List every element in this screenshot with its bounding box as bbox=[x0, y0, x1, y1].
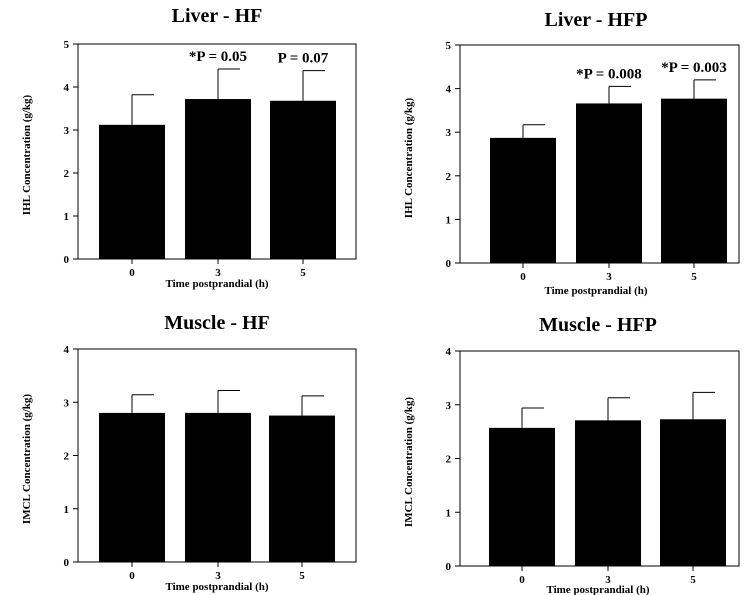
y-axis-label: IMCL Concentration (g/kg) bbox=[21, 394, 33, 525]
x-tick-label: 3 bbox=[606, 271, 612, 283]
bar bbox=[185, 412, 251, 562]
panel-muscle-hfp: Muscle - HFP IMCL Concentration (g/kg) T… bbox=[403, 314, 740, 595]
bar bbox=[661, 98, 727, 264]
x-tick-label: 0 bbox=[519, 574, 525, 586]
y-axis-label: IMCL Concentration (g/kg) bbox=[403, 397, 415, 528]
y-tick-label: 0 bbox=[446, 258, 452, 270]
panel-title: Liver - HF bbox=[172, 5, 263, 27]
x-tick-label: 0 bbox=[129, 267, 135, 279]
y-tick-label: 0 bbox=[446, 561, 452, 573]
bar bbox=[99, 412, 165, 562]
x-axis-label: Time postprandial (h) bbox=[546, 584, 649, 595]
y-tick-label: 3 bbox=[446, 400, 452, 412]
panel-title: Liver - HFP bbox=[545, 9, 648, 31]
panel-liver-hf: Liver - HF IHL Concentration (g/kg) Time… bbox=[21, 5, 357, 290]
bar bbox=[575, 420, 641, 566]
panel-title: Muscle - HFP bbox=[539, 314, 657, 336]
y-tick-label: 4 bbox=[64, 344, 70, 356]
significance-label: P = 0.07 bbox=[278, 51, 329, 67]
y-tick-label: 4 bbox=[446, 346, 452, 358]
x-tick-label: 3 bbox=[215, 570, 221, 582]
significance-label: *P = 0.05 bbox=[189, 49, 247, 65]
y-tick-label: 2 bbox=[64, 451, 70, 463]
y-tick-label: 1 bbox=[64, 211, 70, 223]
bar bbox=[489, 427, 555, 566]
significance-label: *P = 0.003 bbox=[661, 60, 727, 76]
y-tick-label: 0 bbox=[64, 557, 70, 569]
y-tick-label: 3 bbox=[64, 125, 70, 137]
y-tick-label: 1 bbox=[446, 507, 452, 519]
y-tick-label: 5 bbox=[64, 39, 70, 51]
x-tick-label: 5 bbox=[299, 570, 305, 582]
significance-label: *P = 0.008 bbox=[576, 66, 642, 82]
y-tick-label: 2 bbox=[64, 168, 70, 180]
y-tick-label: 2 bbox=[446, 454, 452, 466]
y-tick-label: 3 bbox=[64, 397, 70, 409]
bar bbox=[99, 124, 165, 259]
bar bbox=[269, 415, 335, 562]
x-tick-label: 3 bbox=[215, 267, 221, 279]
bar bbox=[270, 100, 336, 259]
y-tick-label: 1 bbox=[446, 214, 452, 226]
x-axis-label: Time postprandial (h) bbox=[165, 581, 268, 593]
x-tick-label: 3 bbox=[605, 574, 611, 586]
y-tick-label: 1 bbox=[64, 504, 70, 516]
x-tick-label: 5 bbox=[300, 267, 306, 279]
x-tick-label: 5 bbox=[690, 574, 696, 586]
y-axis-label: IHL Concentration (g/kg) bbox=[21, 94, 33, 215]
bar bbox=[490, 137, 556, 263]
panel-muscle-hf: Muscle - HF IMCL Concentration (g/kg) Ti… bbox=[21, 312, 357, 593]
y-tick-label: 4 bbox=[446, 84, 452, 96]
x-tick-label: 5 bbox=[691, 271, 697, 283]
x-tick-label: 0 bbox=[520, 271, 526, 283]
panel-title: Muscle - HF bbox=[164, 312, 270, 334]
y-tick-label: 3 bbox=[446, 127, 452, 139]
panel-liver-hfp: Liver - HFP IHL Concentration (g/kg) Tim… bbox=[403, 9, 740, 297]
x-tick-label: 0 bbox=[129, 570, 135, 582]
x-axis-label: Time postprandial (h) bbox=[165, 278, 268, 290]
x-axis-label: Time postprandial (h) bbox=[544, 285, 647, 297]
y-axis-label: IHL Concentration (g/kg) bbox=[403, 97, 415, 218]
bar bbox=[576, 103, 642, 263]
y-tick-label: 5 bbox=[446, 40, 452, 52]
y-tick-label: 2 bbox=[446, 171, 452, 183]
bar bbox=[185, 99, 251, 259]
y-tick-label: 4 bbox=[64, 82, 70, 94]
y-tick-label: 0 bbox=[64, 254, 70, 266]
bar bbox=[660, 419, 726, 566]
